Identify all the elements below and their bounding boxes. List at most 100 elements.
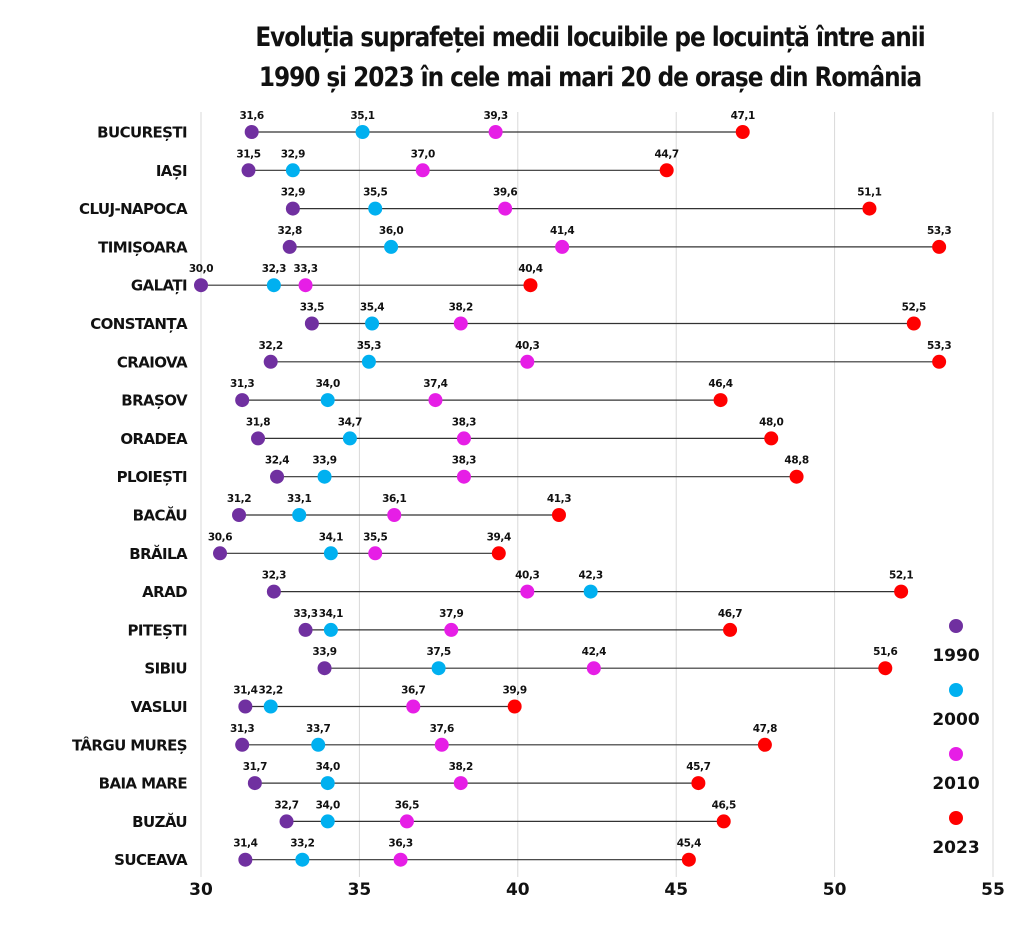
dot-1990 xyxy=(266,584,281,599)
value-label: 33,9 xyxy=(312,455,336,467)
x-tick-label: 45 xyxy=(664,880,688,900)
city-row: TÂRGU MUREȘ 31,3 33,7 37,6 47,8 xyxy=(72,723,778,755)
legend-label: 2023 xyxy=(932,838,979,858)
city-row: BRAȘOV 31,3 34,0 37,4 46,4 xyxy=(121,378,733,410)
dot-2000 xyxy=(368,201,383,216)
value-label: 41,4 xyxy=(550,225,574,237)
dot-1990 xyxy=(238,699,253,714)
dot-2010 xyxy=(456,469,471,484)
grid-layer xyxy=(200,112,994,877)
city-row: ARAD 32,3 42,3 40,3 52,1 xyxy=(142,570,914,602)
dot-1990 xyxy=(270,469,285,484)
data-rows: BUCUREȘTI 31,6 35,1 39,3 47,1 IAȘI 31,5 32,9 37,… xyxy=(72,110,952,870)
dot-2023 xyxy=(878,661,893,676)
city-row: SUCEAVA 31,4 33,2 36,3 45,4 xyxy=(114,838,701,870)
dot-2023 xyxy=(932,239,947,254)
value-label: 36,5 xyxy=(395,799,419,811)
city-row: BUZĂU 32,7 34,0 36,5 46,5 xyxy=(132,799,736,831)
value-label: 46,4 xyxy=(708,378,732,390)
value-label: 31,4 xyxy=(233,838,257,850)
city-label: TIMIȘOARA xyxy=(98,238,188,256)
city-row: SIBIU 33,9 37,5 42,4 51,6 xyxy=(144,646,898,678)
value-label: 51,1 xyxy=(857,187,881,199)
dot-1990 xyxy=(194,278,208,293)
value-label: 35,1 xyxy=(350,110,374,122)
value-label: 31,6 xyxy=(240,110,264,122)
value-label: 31,3 xyxy=(230,723,254,735)
value-label: 37,5 xyxy=(426,646,450,658)
dot-1990 xyxy=(298,622,313,637)
city-row: BACĂU 31,2 33,1 36,1 41,3 xyxy=(133,493,572,525)
value-label: 48,0 xyxy=(759,416,783,428)
dot-1990 xyxy=(241,163,256,178)
chart-title: Evoluția suprafeței medii locuibile pe l… xyxy=(255,22,925,93)
value-label: 40,3 xyxy=(515,570,539,582)
city-label: CRAIOVA xyxy=(117,353,188,371)
dot-2000 xyxy=(320,776,335,791)
legend-marker xyxy=(949,683,963,697)
dot-2010 xyxy=(488,125,503,139)
city-label: GALAȚI xyxy=(131,277,187,295)
value-label: 35,4 xyxy=(360,302,384,314)
city-label: PLOIEȘTI xyxy=(117,468,187,486)
dot-2000 xyxy=(323,622,338,637)
dot-2023 xyxy=(862,201,877,216)
dot-2010 xyxy=(434,737,449,752)
dot-1990 xyxy=(282,239,297,254)
value-label: 39,4 xyxy=(487,531,511,543)
city-label: SIBIU xyxy=(144,660,187,678)
x-tick-label: 55 xyxy=(981,880,1005,900)
value-label: 40,4 xyxy=(518,263,542,275)
dot-2023 xyxy=(906,316,921,331)
value-label: 52,1 xyxy=(889,570,913,582)
value-label: 35,5 xyxy=(363,531,387,543)
value-label: 31,5 xyxy=(236,148,260,160)
dot-2000 xyxy=(320,814,335,829)
dot-2000 xyxy=(311,737,326,752)
city-row: ORADEA 31,8 34,7 38,3 48,0 xyxy=(120,416,784,448)
legend-marker xyxy=(949,811,963,825)
dot-2023 xyxy=(764,431,779,446)
dot-1990 xyxy=(285,201,300,216)
value-label: 36,3 xyxy=(388,838,412,850)
value-label: 32,3 xyxy=(262,570,286,582)
value-label: 32,4 xyxy=(265,455,289,467)
city-label: CONSTANȚA xyxy=(90,315,188,333)
value-label: 37,6 xyxy=(430,723,454,735)
value-label: 47,8 xyxy=(753,723,777,735)
city-row: PLOIEȘTI 32,4 33,9 38,3 48,8 xyxy=(117,455,810,487)
dot-2010 xyxy=(456,431,471,446)
value-label: 36,7 xyxy=(401,685,425,697)
dot-2000 xyxy=(583,584,598,599)
dot-2023 xyxy=(551,508,566,522)
city-label: VASLUI xyxy=(131,698,187,716)
city-row: CRAIOVA 32,2 35,3 40,3 53,3 xyxy=(117,340,952,372)
value-label: 46,5 xyxy=(712,799,736,811)
value-label: 32,9 xyxy=(281,187,305,199)
dot-2000 xyxy=(342,431,357,446)
dot-1990 xyxy=(251,431,266,446)
dot-1990 xyxy=(238,852,253,867)
dot-1990 xyxy=(232,508,247,522)
value-label: 51,6 xyxy=(873,646,897,658)
legend-label: 2010 xyxy=(932,774,979,794)
dot-1990 xyxy=(235,737,250,752)
dot-2010 xyxy=(298,278,313,293)
city-row: TIMIȘOARA 32,8 36,0 41,4 53,3 xyxy=(98,225,952,257)
city-label: BUZĂU xyxy=(132,812,187,831)
dot-2000 xyxy=(285,163,300,178)
value-label: 36,1 xyxy=(382,493,406,505)
value-label: 46,7 xyxy=(718,608,742,620)
dot-2010 xyxy=(498,201,513,216)
value-label: 31,2 xyxy=(227,493,251,505)
dot-2023 xyxy=(789,469,804,484)
city-label: BRAȘOV xyxy=(121,392,188,410)
city-label: BRĂILA xyxy=(129,544,188,563)
city-label: SUCEAVA xyxy=(114,851,188,869)
dot-2010 xyxy=(428,393,443,408)
value-label: 44,7 xyxy=(655,148,679,160)
value-label: 52,5 xyxy=(902,302,926,314)
dot-2000 xyxy=(361,354,376,369)
dot-2000 xyxy=(323,546,338,561)
dot-2010 xyxy=(444,622,459,637)
